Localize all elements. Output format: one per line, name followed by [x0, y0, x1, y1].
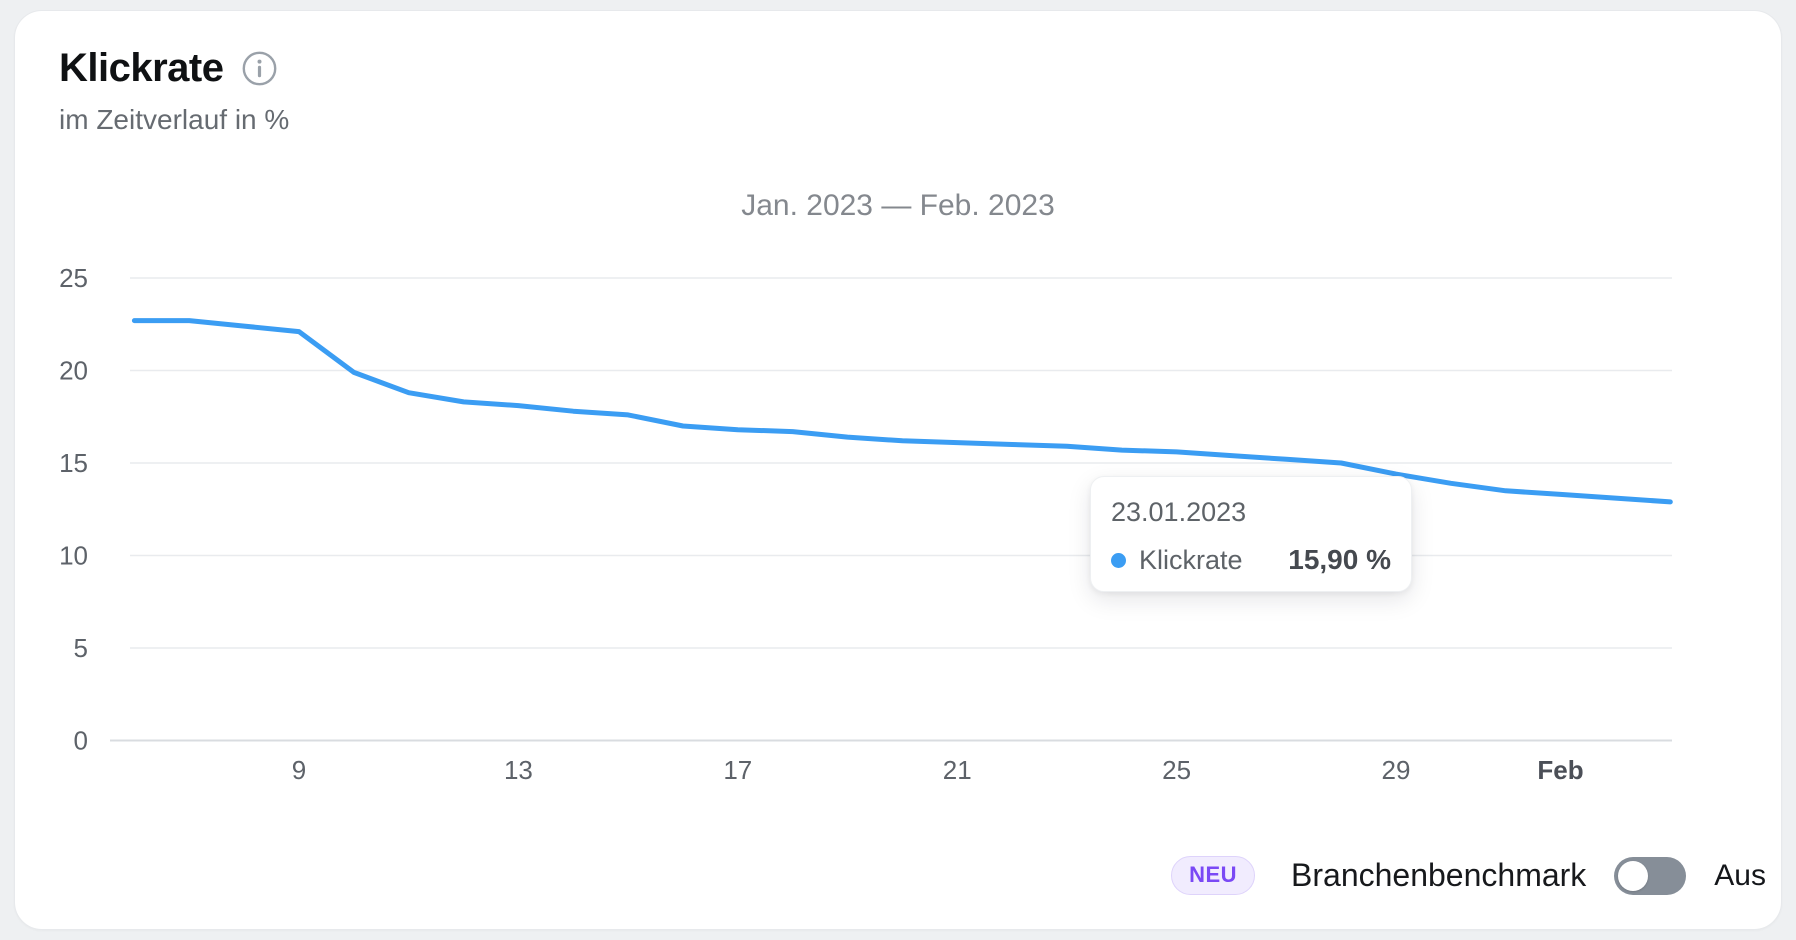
benchmark-toggle[interactable]	[1614, 856, 1687, 895]
benchmark-controls: NEU Branchenbenchmark Aus	[1171, 856, 1766, 895]
card-header: Klickrate im Zeitverlauf in %	[59, 45, 289, 137]
page-title: Klickrate	[59, 46, 224, 90]
neu-badge: NEU	[1171, 856, 1256, 895]
chart-tooltip: 23.01.2023 Klickrate 15,90 %	[1090, 476, 1412, 592]
series-line-klickrate[interactable]	[131, 318, 1673, 505]
tooltip-series-name: Klickrate	[1139, 544, 1243, 575]
chart-subtitle: im Zeitverlauf in %	[59, 104, 290, 135]
toggle-knob	[1618, 860, 1649, 891]
klickrate-card: Klickrate im Zeitverlauf in % Jan. 2023 …	[14, 10, 1782, 930]
info-icon[interactable]	[241, 50, 278, 87]
tooltip-value: 15,90 %	[1288, 544, 1391, 575]
series-marker-dot	[1111, 552, 1126, 568]
tooltip-date: 23.01.2023	[1111, 497, 1247, 527]
toggle-state-label: Aus	[1714, 858, 1766, 892]
benchmark-label: Branchenbenchmark	[1291, 857, 1587, 893]
chart-period-label: Jan. 2023 — Feb. 2023	[741, 189, 1055, 222]
tooltip-series-row: Klickrate 15,90 %	[1111, 544, 1391, 576]
